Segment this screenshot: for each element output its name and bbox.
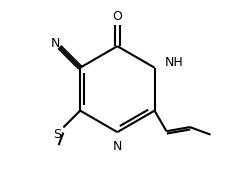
- Text: N: N: [112, 140, 121, 153]
- Text: O: O: [112, 10, 122, 23]
- Text: S: S: [53, 128, 61, 141]
- Text: N: N: [51, 37, 60, 50]
- Text: NH: NH: [164, 56, 183, 69]
